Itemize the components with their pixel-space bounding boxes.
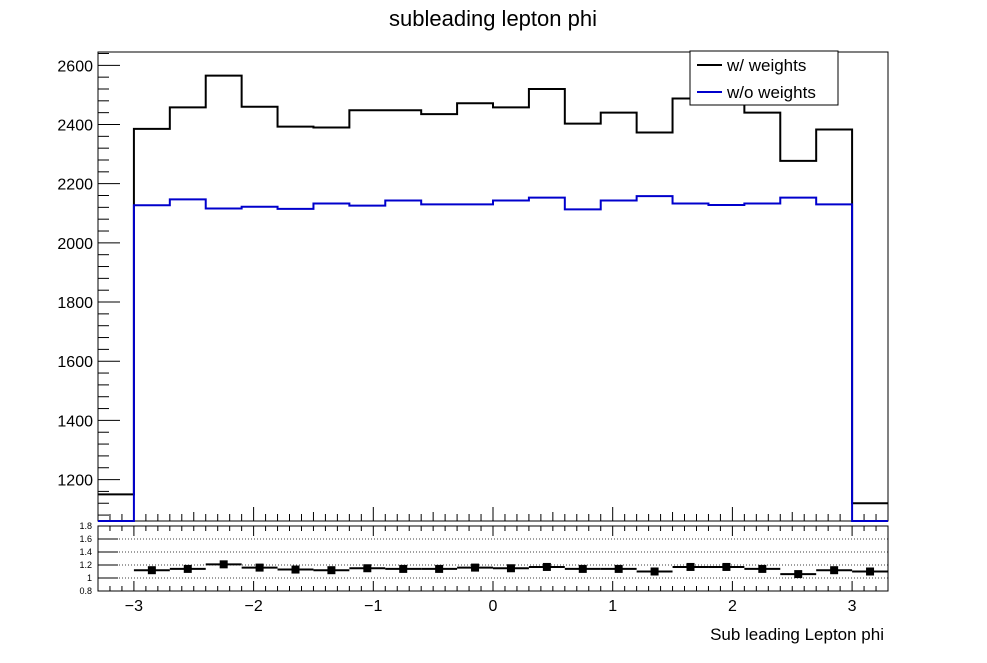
y-tick-label: 2200 (57, 177, 93, 194)
legend-entry-wo-weights: w/o weights (726, 83, 816, 102)
ratio-marker (399, 564, 408, 573)
ratio-marker (830, 566, 839, 575)
x-tick-label: 3 (848, 598, 857, 615)
x-tick-label: 1 (608, 598, 617, 615)
ratio-marker (435, 564, 444, 573)
x-tick-label: −3 (125, 598, 143, 615)
y-tick-label: 1400 (57, 413, 93, 430)
ratio-marker (758, 564, 767, 573)
x-tick-label: 2 (728, 598, 737, 615)
ratio-marker (183, 564, 192, 573)
ratio-marker (255, 563, 264, 572)
y-tick-label: 2600 (57, 58, 93, 75)
ratio-marker (614, 564, 623, 573)
ratio-marker (866, 567, 875, 576)
ratio-marker (219, 560, 228, 569)
ratio-marker (722, 562, 731, 571)
ratio-marker (471, 563, 480, 572)
main-plot-panel: 1200 1400 1600 1800 2000 2200 2400 2600 (57, 51, 889, 522)
y-tick-label: 2400 (57, 117, 93, 134)
ratio-y-tick-label: 1.8 (79, 521, 92, 531)
series-line-w-weights (98, 74, 888, 505)
x-tick-label: −1 (364, 598, 382, 615)
chart-title: subleading lepton phi (389, 6, 597, 31)
legend-entry-w-weights: w/ weights (726, 56, 806, 75)
ratio-marker (327, 566, 336, 575)
ratio-marker (506, 564, 515, 573)
ratio-marker (794, 570, 803, 579)
ratio-y-tick-label: 1.4 (79, 547, 92, 557)
y-tick-label: 1800 (57, 295, 93, 312)
legend-box (689, 50, 839, 106)
x-tick-label: −2 (244, 598, 262, 615)
x-axis-label: Sub leading Lepton phi (710, 625, 884, 644)
ratio-marker (650, 567, 659, 576)
ratio-y-tick-label: 1 (87, 573, 92, 583)
ratio-marker (147, 566, 156, 575)
y-tick-label: 2000 (57, 236, 93, 253)
ratio-marker (291, 565, 300, 574)
ratio-marker (542, 562, 551, 571)
y-tick-label: 1600 (57, 354, 93, 371)
ratio-y-tick-label: 1.2 (79, 560, 92, 570)
ratio-marker (686, 562, 695, 571)
series-line-wo-weights (98, 195, 888, 522)
ratio-y-tick-label: 1.6 (79, 534, 92, 544)
ratio-marker (578, 564, 587, 573)
x-tick-label: 0 (489, 598, 498, 615)
y-tick-label: 1200 (57, 473, 93, 490)
ratio-marker (363, 564, 372, 573)
legend: w/ weights w/o weights (689, 50, 839, 106)
ratio-y-tick-label: 0.8 (79, 586, 92, 596)
ratio-plot-panel: 0.8 1 1.2 1.4 1.6 1.8 −3 −2 −1 0 1 2 3 (79, 521, 889, 615)
